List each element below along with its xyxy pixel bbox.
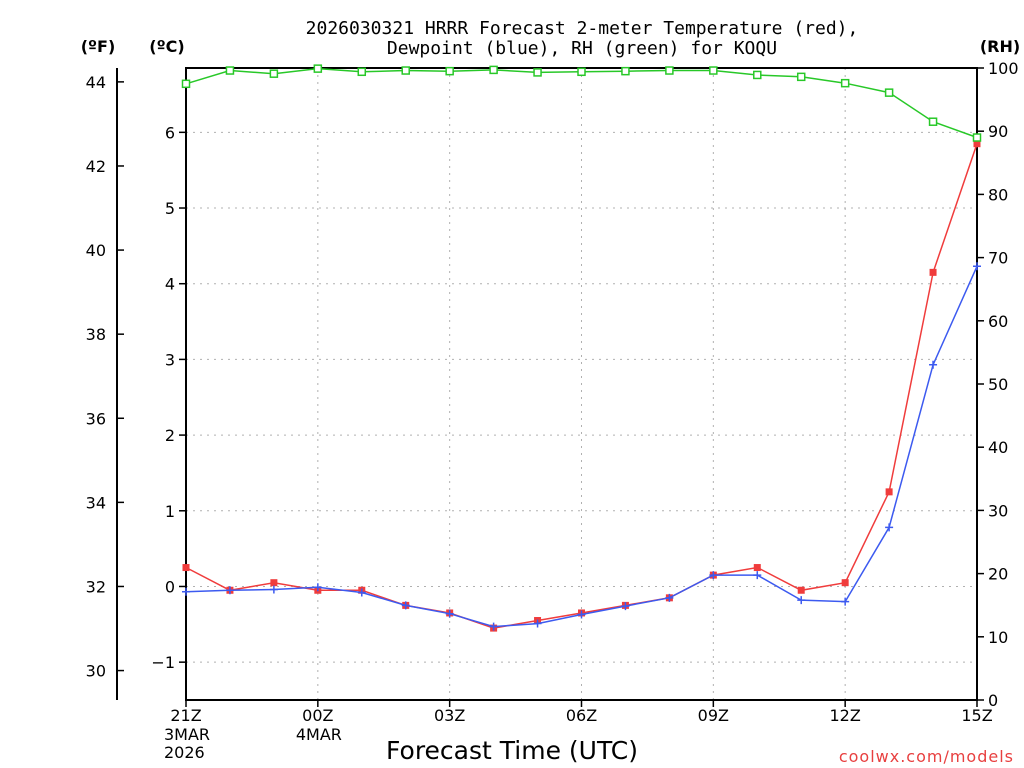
rh-point — [621, 66, 630, 76]
rh-point — [489, 65, 498, 75]
dewpoint-point — [313, 583, 322, 592]
dewpoint-point — [182, 587, 190, 596]
rh-point — [577, 67, 586, 77]
dewpoint-point — [929, 360, 938, 369]
fahrenheit-tick-label: 42 — [86, 157, 106, 176]
rh-point — [928, 117, 938, 126]
celsius-tick-label: 3 — [165, 350, 175, 369]
celsius-tick-label: 0 — [165, 577, 175, 596]
fahrenheit-tick-label: 44 — [86, 73, 106, 92]
rh-point — [972, 133, 982, 142]
rh-tick-label: 0 — [988, 691, 998, 710]
temperature-point — [797, 586, 805, 594]
rh-tick-label: 70 — [988, 249, 1008, 268]
fahrenheit-unit-label: (ºF) — [81, 37, 116, 56]
rh-tick-label: 10 — [988, 628, 1008, 647]
celsius-tick-label: 5 — [165, 199, 175, 218]
time-tick-date: 3MAR — [164, 725, 210, 744]
temperature-point — [270, 579, 278, 587]
celsius-tick-label: 6 — [165, 123, 175, 142]
temperature-point — [885, 488, 893, 496]
dewpoint-point — [225, 586, 234, 595]
dewpoint-point — [665, 593, 674, 602]
rh-tick-label: 30 — [988, 501, 1008, 520]
dewpoint-point — [841, 597, 850, 606]
fahrenheit-axis: 30 32 34 36 38 40 42 44 — [86, 73, 124, 681]
temperature-point — [182, 564, 190, 572]
time-tick-label: 15Z — [961, 706, 992, 725]
rh-tick-label: 90 — [988, 122, 1008, 141]
celsius-tick-label: 2 — [165, 426, 175, 445]
fahrenheit-tick-label: 30 — [86, 662, 106, 681]
time-tick-label: 03Z — [434, 706, 465, 725]
rh-tick-label: 20 — [988, 565, 1008, 584]
grid — [185, 68, 978, 700]
rh-point — [181, 79, 191, 89]
x-axis-label: Forecast Time (UTC) — [386, 736, 638, 765]
temperature-point — [841, 579, 849, 587]
rh-point — [401, 66, 410, 75]
series-layer — [181, 64, 982, 632]
fahrenheit-tick-label: 38 — [86, 325, 106, 344]
temperature-point — [753, 564, 761, 572]
rh-point — [709, 66, 718, 75]
dewpoint-point — [621, 602, 630, 611]
dewpoint-point — [489, 622, 498, 631]
rh-tick-label: 100 — [988, 59, 1019, 78]
temperature-point — [973, 140, 981, 148]
chart-title: 2026030321 HRRR Forecast 2-meter Tempera… — [306, 18, 859, 39]
rh-tick-label: 50 — [988, 375, 1008, 394]
rh-point — [445, 66, 454, 76]
dewpoint-point — [577, 610, 586, 619]
dewpoint-point — [357, 588, 366, 597]
dewpoint-point — [269, 585, 278, 594]
celsius-unit-label: (ºC) — [149, 37, 184, 56]
rh-point — [269, 69, 279, 78]
dewpoint-point — [753, 571, 762, 580]
rh-point — [840, 78, 850, 88]
celsius-tick-label: 4 — [165, 275, 175, 294]
dewpoint-point — [709, 571, 718, 580]
rh-point — [796, 72, 806, 82]
rh-point — [665, 66, 674, 75]
dewpoint-point — [445, 609, 454, 618]
dewpoint-point — [973, 262, 981, 271]
rh-point — [533, 68, 542, 77]
rh-point — [753, 70, 762, 80]
temperature-point — [929, 268, 937, 276]
time-tick-label: 06Z — [566, 706, 597, 725]
chart-subtitle: Dewpoint (blue), RH (green) for KOQU — [387, 38, 777, 59]
dewpoint-point — [533, 619, 542, 628]
fahrenheit-tick-label: 32 — [86, 577, 106, 596]
dewpoint-point — [797, 596, 806, 605]
rh-axis: 0 10 20 30 40 50 60 70 80 90 100 — [977, 59, 1019, 710]
rh-tick-label: 60 — [988, 312, 1008, 331]
rh-tick-label: 80 — [988, 185, 1008, 204]
time-tick-label: 00Z — [302, 706, 333, 725]
time-tick-date: 4MAR — [296, 725, 342, 744]
rh-unit-label: (RH) — [980, 37, 1020, 56]
time-tick-label: 21Z — [170, 706, 201, 725]
time-tick-label: 09Z — [698, 706, 729, 725]
time-tick-label: 12Z — [830, 706, 861, 725]
rh-point — [884, 88, 894, 97]
dewpoint-point — [401, 601, 410, 610]
rh-point — [313, 64, 323, 73]
celsius-axis: −1 0 1 2 3 4 5 6 — [151, 123, 186, 672]
fahrenheit-tick-label: 34 — [86, 493, 106, 512]
rh-tick-label: 40 — [988, 438, 1008, 457]
fahrenheit-tick-label: 36 — [86, 409, 106, 428]
rh-point — [225, 66, 235, 75]
fahrenheit-tick-label: 40 — [86, 241, 106, 260]
celsius-tick-label: −1 — [151, 653, 175, 672]
dewpoint-point — [885, 523, 894, 532]
rh-point — [357, 67, 367, 77]
time-tick-year: 2026 — [164, 743, 205, 762]
celsius-tick-label: 1 — [165, 502, 175, 521]
credit-label: coolwx.com/models — [839, 747, 1014, 766]
